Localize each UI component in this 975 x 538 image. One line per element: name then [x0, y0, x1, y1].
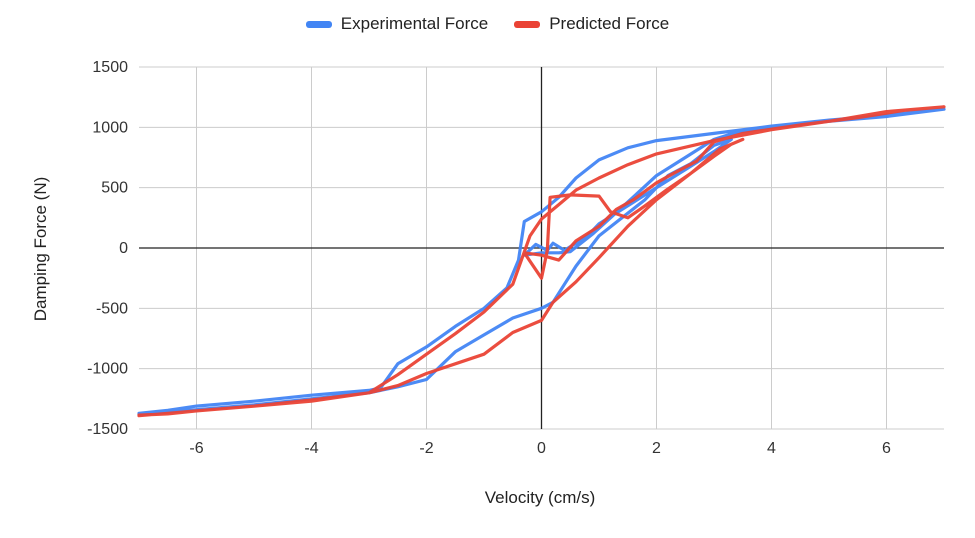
x-axis-title: Velocity (cm/s) [485, 488, 596, 507]
legend-label-experimental: Experimental Force [340, 14, 489, 33]
x-tick-label: 6 [882, 440, 891, 457]
x-tick-label: 2 [652, 440, 661, 457]
legend: Experimental Force Predicted Force [0, 14, 975, 34]
x-tick-label: 0 [537, 440, 546, 457]
x-tick-label: -6 [189, 440, 203, 457]
y-axis-title: Damping Force (N) [31, 177, 50, 322]
y-tick-label: -1500 [87, 421, 128, 438]
legend-item-experimental[interactable]: Experimental Force [305, 14, 489, 34]
series-layer [137, 105, 946, 418]
y-tick-label: -1000 [87, 361, 128, 378]
y-tick-label: 500 [101, 180, 128, 197]
legend-swatch-predicted [514, 20, 541, 28]
legend-item-predicted[interactable]: Predicted Force [514, 14, 669, 34]
x-tick-label: 4 [767, 440, 776, 457]
y-tick-label: 1500 [92, 59, 128, 76]
y-tick-label: -500 [96, 300, 128, 317]
legend-swatch-experimental [305, 20, 332, 28]
series-line-experimental [137, 107, 946, 417]
x-tick-label: -2 [419, 440, 433, 457]
series-line-predicted [137, 105, 946, 418]
tick-labels: 1500 1000 500 0 -500 -1000 -1500 -6 -4 -2 0 2 4 6 [87, 59, 891, 457]
x-tick-label: -4 [304, 440, 318, 457]
y-tick-label: 0 [119, 240, 128, 257]
legend-label-predicted: Predicted Force [549, 14, 670, 33]
y-tick-label: 1000 [92, 119, 128, 136]
